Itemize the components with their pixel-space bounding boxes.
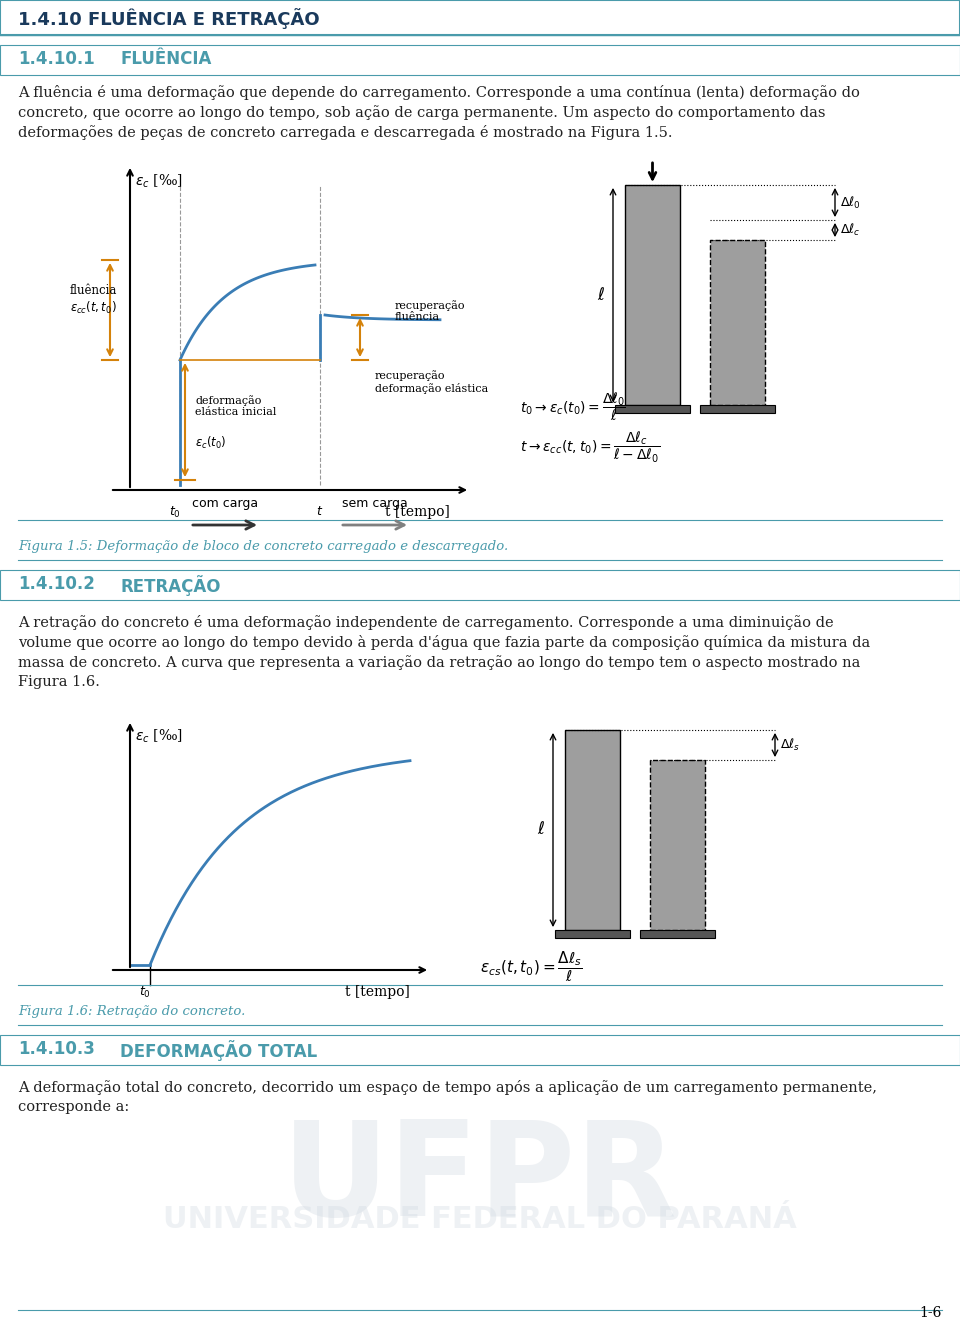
Text: $t \rightarrow \varepsilon_{cc}(t, t_0) = \dfrac{\Delta\ell_c}{\ell - \Delta\ell: $t \rightarrow \varepsilon_{cc}(t, t_0) …	[520, 430, 660, 465]
Text: $\varepsilon_c$ [‰]: $\varepsilon_c$ [‰]	[135, 728, 182, 745]
Text: A deformação total do concreto, decorrido um espaço de tempo após a aplicação de: A deformação total do concreto, decorrid…	[18, 1080, 877, 1095]
Text: $\varepsilon_{cs}(t, t_0) = \dfrac{\Delta\ell_s}{\ell}$: $\varepsilon_{cs}(t, t_0) = \dfrac{\Delt…	[480, 950, 583, 984]
Text: $\ell$: $\ell$	[537, 822, 545, 838]
Text: $t_0 \rightarrow \varepsilon_c(t_0) = \dfrac{\Delta\ell_0}{\ell}$: $t_0 \rightarrow \varepsilon_c(t_0) = \d…	[520, 389, 626, 423]
Bar	[0, 1035, 960, 1065]
Text: fluência
$\varepsilon_{cc}(t, t_0)$: fluência $\varepsilon_{cc}(t, t_0)$	[70, 285, 117, 316]
Text: Figura 1.5: Deformação de bloco de concreto carregado e descarregado.: Figura 1.5: Deformação de bloco de concr…	[18, 540, 508, 553]
Bar	[0, 0, 960, 35]
Bar	[18, 145, 942, 560]
Text: recuperação
fluência: recuperação fluência	[395, 299, 466, 322]
Text: Figura 1.6.: Figura 1.6.	[18, 676, 100, 689]
Bar	[555, 929, 630, 937]
Text: Figura 1.6: Retração do concreto.: Figura 1.6: Retração do concreto.	[18, 1005, 246, 1018]
Bar	[650, 760, 705, 929]
Text: $t_0$: $t_0$	[139, 984, 151, 1001]
Bar	[710, 240, 765, 406]
Text: $t$: $t$	[317, 505, 324, 518]
Text: DEFORMAÇÃO TOTAL: DEFORMAÇÃO TOTAL	[120, 1039, 317, 1061]
Text: $\Delta\ell_c$: $\Delta\ell_c$	[840, 222, 860, 238]
Text: $t_0$: $t_0$	[169, 505, 180, 520]
Text: 1.4.10.3: 1.4.10.3	[18, 1039, 95, 1058]
Text: $\varepsilon_c(t_0)$: $\varepsilon_c(t_0)$	[195, 435, 227, 451]
Text: $\varepsilon_c$ [‰]: $\varepsilon_c$ [‰]	[135, 173, 182, 191]
Text: A retração do concreto é uma deformação independente de carregamento. Correspond: A retração do concreto é uma deformação …	[18, 615, 833, 630]
Text: $\Delta\ell_s$: $\Delta\ell_s$	[780, 737, 800, 753]
Text: FLUÊNCIA: FLUÊNCIA	[120, 50, 211, 68]
Text: deformações de peças de concreto carregada e descarregada é mostrado na Figura 1: deformações de peças de concreto carrega…	[18, 125, 673, 140]
Text: corresponde a:: corresponde a:	[18, 1100, 130, 1113]
Text: $\Delta\ell_0$: $\Delta\ell_0$	[840, 195, 861, 211]
Text: concreto, que ocorre ao longo do tempo, sob ação de carga permanente. Um aspecto: concreto, que ocorre ao longo do tempo, …	[18, 105, 826, 120]
Text: massa de concreto. A curva que representa a variação da retração ao longo do tem: massa de concreto. A curva que represent…	[18, 655, 860, 670]
Text: com carga: com carga	[192, 497, 258, 510]
Bar	[0, 46, 960, 75]
Bar	[700, 406, 775, 414]
Bar	[0, 569, 960, 600]
Bar	[565, 731, 620, 929]
Text: volume que ocorre ao longo do tempo devido à perda d'água que fazia parte da com: volume que ocorre ao longo do tempo devi…	[18, 635, 871, 650]
Text: RETRAÇÃO: RETRAÇÃO	[120, 575, 221, 596]
Text: 1-6: 1-6	[920, 1305, 942, 1320]
Text: UNIVERSIDADE FEDERAL DO PARANÁ: UNIVERSIDADE FEDERAL DO PARANÁ	[163, 1206, 797, 1234]
Bar	[615, 406, 690, 414]
Text: UFPR: UFPR	[282, 1116, 678, 1244]
Bar	[640, 929, 715, 937]
Text: A fluência é uma deformação que depende do carregamento. Corresponde a uma contí: A fluência é uma deformação que depende …	[18, 85, 860, 99]
Text: 1.4.10 FLUÊNCIA E RETRAÇÃO: 1.4.10 FLUÊNCIA E RETRAÇÃO	[18, 8, 320, 30]
Text: 1.4.10.2: 1.4.10.2	[18, 575, 95, 594]
Bar	[625, 185, 680, 406]
Text: t [tempo]: t [tempo]	[346, 984, 410, 999]
Text: 1.4.10.1: 1.4.10.1	[18, 50, 95, 68]
Text: sem carga: sem carga	[342, 497, 408, 510]
Text: t [tempo]: t [tempo]	[385, 505, 450, 518]
Text: recuperação
deformação elástica: recuperação deformação elástica	[375, 371, 489, 393]
Text: $\ell$: $\ell$	[597, 286, 605, 304]
Text: deformação
elástica inicial: deformação elástica inicial	[195, 395, 276, 418]
